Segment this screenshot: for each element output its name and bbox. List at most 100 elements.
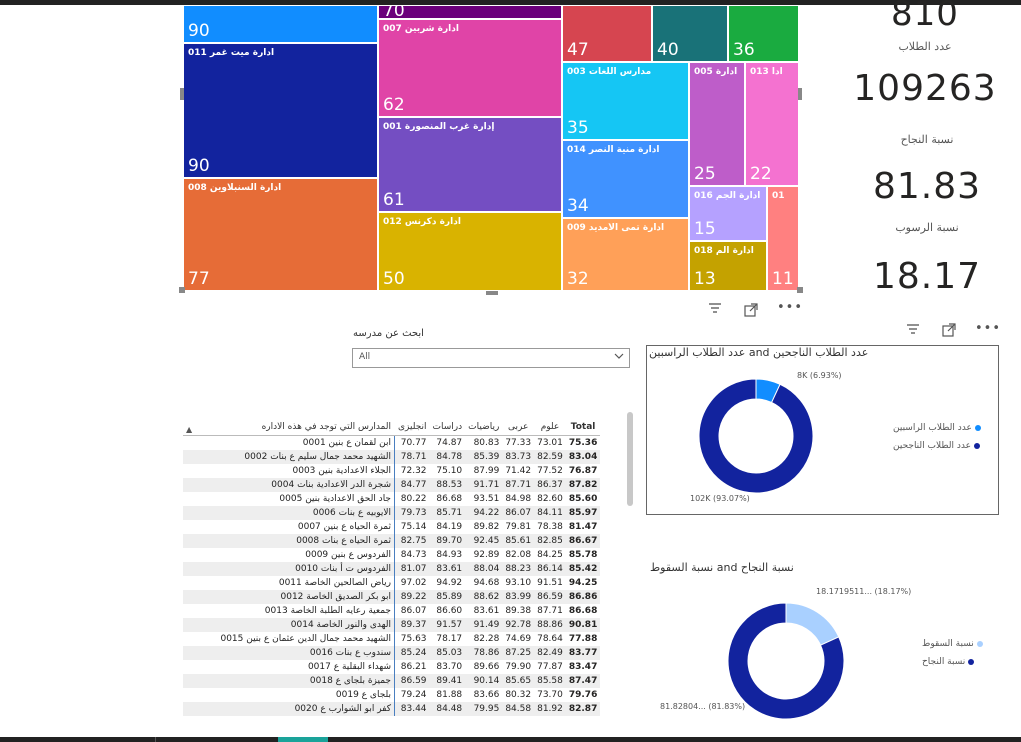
treemap-tile[interactable]: 40: [652, 5, 728, 62]
table-row[interactable]: جاد الحق الاعدادية بنين 0005 80.22 86.68 93…: [183, 492, 600, 506]
focus-mode-icon[interactable]: [744, 303, 758, 321]
table-cell-math: 83.66: [473, 690, 500, 700]
treemap-tile[interactable]: إدارة غرب المنصورة 001 61: [378, 117, 562, 212]
treemap-tile[interactable]: 47: [562, 5, 652, 62]
table-row[interactable]: ثمرة الحياه ع بنات 0008 82.75 89.70 92.45 85…: [183, 534, 601, 548]
filter-icon[interactable]: [906, 323, 920, 339]
column-header-arabic[interactable]: عربى: [502, 410, 535, 436]
column-header-name[interactable]: المدارس التي توجد في هذه الاداره: [183, 410, 395, 436]
table-cell-math: 89.82: [473, 522, 500, 532]
table-row[interactable]: جميزة بلجاى ع 0018 86.59 89.41 90.14 85.65 85…: [183, 674, 601, 688]
table-row[interactable]: الهدى والنور الخاصة 0014 89.37 91.57 91.49 9…: [183, 618, 601, 632]
school-search-dropdown[interactable]: All: [352, 348, 630, 368]
table-cell-science: 86.14: [534, 562, 566, 576]
column-header-studies[interactable]: دراسات: [429, 410, 466, 436]
column-header-english[interactable]: انجليزى: [394, 410, 430, 436]
treemap-tile[interactable]: ادارة الم 018 13: [689, 241, 767, 291]
resize-handle[interactable]: [486, 291, 498, 295]
donut-2-legend-item-1[interactable]: نسبة السقوط: [922, 639, 983, 649]
table-cell-arabic: 88.23: [502, 562, 535, 576]
table-row[interactable]: ابن لقمان ع بنين 0001 70.77 74.87 80.83 77.3…: [183, 435, 600, 450]
treemap-tile[interactable]: ادارة دكرنس 012 50: [378, 212, 562, 291]
table-row[interactable]: ثمرة الحياه ع بنين 0007 75.14 84.19 89.82 79…: [183, 520, 600, 534]
treemap[interactable]: 90 ادارة ميت غمر 011 90 ادارة السنبلاوين …: [183, 5, 799, 291]
donut-slice[interactable]: [698, 378, 814, 494]
table-row[interactable]: ابو بكر الصديق الخاصة 0012 89.22 85.89 88.6…: [183, 590, 601, 604]
table-cell-name: الايوبيه ع بنات 0006: [183, 506, 395, 520]
table-row[interactable]: بلجاى ع 0019 79.24 81.88 83.66 80.32 73.70 79.…: [183, 688, 600, 702]
table-cell-english: 75.14: [400, 522, 427, 532]
table-cell-arabic: 82.08: [505, 550, 532, 560]
table-cell-science: 77.52: [537, 466, 563, 476]
filter-icon[interactable]: [708, 302, 722, 318]
table-cell-english: 80.22: [400, 494, 427, 504]
treemap-tile[interactable]: ادارة ميت غمر 011 90: [183, 43, 378, 178]
donut-chart-2[interactable]: [690, 585, 890, 725]
treemap-tile[interactable]: ادارة الجم 016 15: [689, 186, 767, 241]
table-row[interactable]: الفردوس ع بنين 0009 84.73 84.93 92.89 82.08 8…: [183, 548, 600, 562]
fail-rate-label: نسبة الرسوب: [895, 221, 959, 234]
legend-dot: [973, 442, 980, 449]
table-cell-name: الفردوس ت أ بنات 0010: [183, 562, 395, 576]
donut-chart-2-title: نسبة النجاح and نسبة السقوط: [650, 561, 794, 574]
table-row[interactable]: رياض الصالحين الخاصة 0011 97.02 94.92 94.68…: [183, 576, 600, 590]
donut-1-legend-item-1[interactable]: عدد الطلاب الراسبين: [893, 423, 981, 433]
donut-slice[interactable]: [785, 602, 840, 646]
table-row[interactable]: سندوب ع بنات 0016 85.24 85.03 78.86 87.25 82.…: [183, 646, 601, 660]
treemap-tile[interactable]: 01 11: [767, 186, 799, 291]
treemap-tile[interactable]: 70: [378, 5, 562, 19]
table-cell-total: 81.47: [568, 522, 598, 532]
donut-slice[interactable]: [727, 602, 845, 720]
table-row[interactable]: الجلاء الاعدادية بنين 0003 72.32 75.10 87.9…: [183, 464, 600, 478]
treemap-tile[interactable]: ادارة شربين 007 62: [378, 19, 562, 117]
column-header-total[interactable]: Total: [565, 410, 601, 436]
more-options-icon[interactable]: •••: [975, 321, 1002, 336]
table-cell-science: 81.92: [534, 702, 566, 716]
active-page-indicator[interactable]: [278, 737, 328, 742]
donut-1-legend-item-2[interactable]: عدد الطلاب الناجحين: [893, 441, 980, 451]
treemap-tile[interactable]: 36: [728, 5, 799, 62]
table-row[interactable]: الفردوس ت أ بنات 0010 81.07 83.61 88.04 88.2…: [183, 562, 601, 576]
table-cell-arabic: 92.78: [502, 618, 535, 632]
table-row[interactable]: الايوبيه ع بنات 0006 79.73 85.71 94.22 86.07…: [183, 506, 601, 520]
table-cell-name: ابن لقمان ع بنين 0001: [183, 435, 395, 450]
treemap-tile[interactable]: مدارس اللغات 003 35: [562, 62, 689, 140]
resize-handle[interactable]: [179, 287, 185, 293]
table-row[interactable]: جمعية رعايه الطلبة الخاصة 0013 86.07 86.60…: [183, 604, 600, 618]
table-scrollbar[interactable]: [627, 412, 633, 506]
focus-mode-icon[interactable]: [942, 323, 956, 341]
treemap-tile[interactable]: ادارة تمى الأمديد 009 32: [562, 218, 689, 291]
treemap-tile[interactable]: ادارة منية النصر 014 34: [562, 140, 689, 218]
table-row[interactable]: شجرة الدر الاعدادية بنات 0004 84.77 88.53 9…: [183, 478, 601, 492]
table-cell-math: 94.68: [473, 578, 500, 588]
table-cell-studies: 84.19: [436, 522, 463, 532]
treemap-tile[interactable]: ادارة السنبلاوين 008 77: [183, 178, 378, 291]
table-cell-name: الجلاء الاعدادية بنين 0003: [183, 464, 395, 478]
table-cell-english: 78.71: [394, 450, 430, 464]
sort-arrow-icon[interactable]: ▲: [186, 425, 193, 434]
resize-handle[interactable]: [798, 88, 802, 100]
table-row[interactable]: شهداء البقلية ع 0017 86.21 83.70 89.66 79.90…: [183, 660, 600, 674]
table-header-row: المدارس التي توجد في هذه الاداره انجليزى…: [183, 410, 601, 436]
table-row[interactable]: كفر ابو الشوارب ع 0020 83.44 84.48 79.95 84.…: [183, 702, 601, 716]
column-header-science[interactable]: علوم: [534, 410, 566, 436]
table-cell-total: 86.67: [565, 534, 601, 548]
treemap-tile[interactable]: 90: [183, 5, 378, 43]
table-row[interactable]: الشهيد محمد جمال الدين عثمان ع بنين 0015…: [183, 632, 600, 646]
table-cell-science: 73.70: [537, 690, 563, 700]
donut-2-legend-item-2[interactable]: نسبة النجاح: [922, 657, 975, 667]
treemap-tile[interactable]: ادا 013 22: [745, 62, 799, 186]
resize-handle[interactable]: [180, 88, 184, 100]
table-cell-math: 88.62: [465, 590, 503, 604]
treemap-tile[interactable]: ادارة 005 25: [689, 62, 745, 186]
resize-handle[interactable]: [797, 287, 803, 293]
table-cell-total: 90.81: [565, 618, 601, 632]
donut-chart-1[interactable]: [670, 362, 870, 512]
students-value: 109263: [853, 68, 997, 109]
column-header-math[interactable]: رياضيات: [465, 410, 503, 436]
table-cell-english: 82.75: [394, 534, 430, 548]
table-row[interactable]: الشهيد محمد جمال سليم ع بنات 0002 78.71 84…: [183, 450, 601, 464]
more-options-icon[interactable]: •••: [777, 300, 804, 315]
table-cell-math: 89.66: [473, 662, 500, 672]
table-cell-total: 85.42: [565, 562, 601, 576]
